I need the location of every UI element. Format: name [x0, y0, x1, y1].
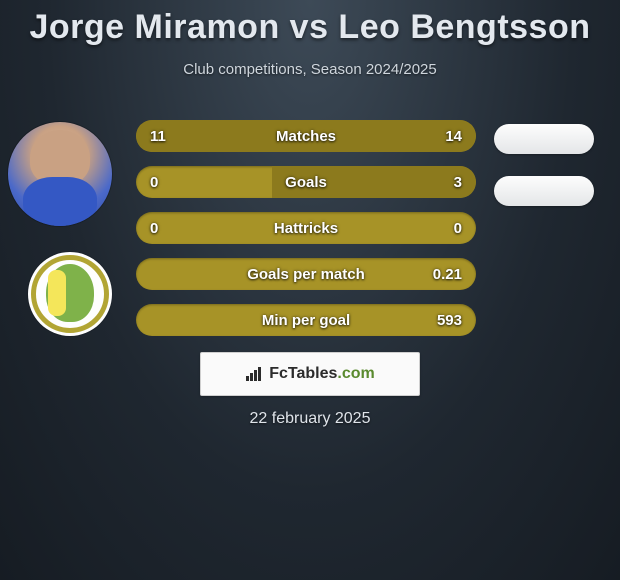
player2-pill — [494, 176, 594, 206]
stat-label: Goals per match — [136, 258, 476, 290]
stat-row-goals: 03Goals — [136, 166, 476, 198]
brand-badge[interactable]: FcTables.com — [200, 352, 420, 396]
player1-avatar — [8, 122, 112, 226]
stat-row-matches: 1114Matches — [136, 120, 476, 152]
stat-row-goals-per-match: 0.21Goals per match — [136, 258, 476, 290]
stat-label: Min per goal — [136, 304, 476, 336]
date-text: 22 february 2025 — [0, 410, 620, 428]
page-subtitle: Club competitions, Season 2024/2025 — [0, 61, 620, 78]
stat-label: Hattricks — [136, 212, 476, 244]
club-logo — [28, 252, 112, 336]
page-title: Jorge Miramon vs Leo Bengtsson — [0, 0, 620, 47]
stat-row-hattricks: 00Hattricks — [136, 212, 476, 244]
brand-suffix: .com — [337, 365, 374, 383]
left-avatar-column — [8, 122, 118, 336]
stat-label: Goals — [136, 166, 476, 198]
stat-row-min-per-goal: 593Min per goal — [136, 304, 476, 336]
brand-name: FcTables — [269, 365, 337, 383]
stat-bars: 1114Matches 03Goals 00Hattricks 0.21Goals p… — [136, 120, 476, 350]
chart-icon — [245, 366, 263, 382]
stat-label: Matches — [136, 120, 476, 152]
player2-pill — [494, 124, 594, 154]
right-pill-column — [494, 124, 606, 366]
